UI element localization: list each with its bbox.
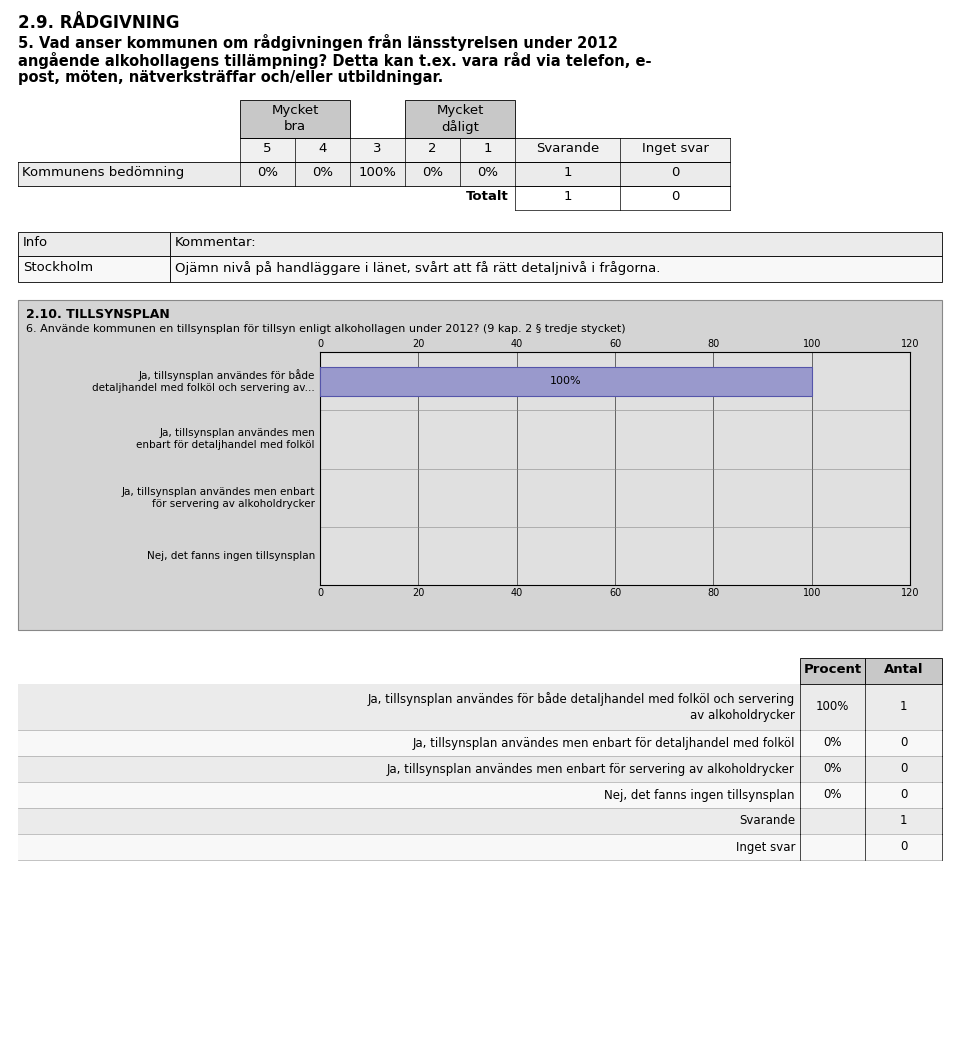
Text: angående alkohollagens tillämpning? Detta kan t.ex. vara råd via telefon, e-: angående alkohollagens tillämpning? Dett… — [18, 52, 652, 69]
Text: 1: 1 — [900, 815, 907, 827]
Text: 0: 0 — [900, 763, 907, 776]
Bar — [18, 756, 942, 782]
Text: 4: 4 — [319, 142, 326, 156]
Text: 20: 20 — [412, 339, 424, 349]
Text: 0%: 0% — [824, 788, 842, 802]
Text: Ja, tillsynsplan användes för både
detaljhandel med folköl och servering av...: Ja, tillsynsplan användes för både detal… — [92, 369, 315, 394]
Text: Ja, tillsynsplan användes men enbart för servering av alkoholdrycker: Ja, tillsynsplan användes men enbart för… — [387, 763, 795, 776]
Bar — [240, 138, 730, 162]
Bar — [18, 256, 170, 282]
Text: 1: 1 — [564, 166, 572, 179]
Text: Nej, det fanns ingen tillsynsplan: Nej, det fanns ingen tillsynsplan — [605, 788, 795, 802]
Bar — [170, 256, 942, 282]
Text: 80: 80 — [708, 339, 719, 349]
Text: 100%: 100% — [816, 700, 850, 713]
Text: 3: 3 — [373, 142, 382, 156]
Text: 0: 0 — [317, 339, 324, 349]
Text: 1: 1 — [564, 190, 572, 203]
Text: 0%: 0% — [824, 763, 842, 776]
Bar — [18, 808, 942, 834]
Text: 20: 20 — [412, 588, 424, 598]
Text: Kommentar:: Kommentar: — [175, 236, 256, 249]
Bar — [18, 782, 942, 808]
Text: Ja, tillsynsplan användes men enbart
för servering av alkoholdrycker: Ja, tillsynsplan användes men enbart för… — [122, 487, 315, 509]
Text: 100: 100 — [803, 339, 821, 349]
Bar — [18, 300, 942, 630]
Text: 5: 5 — [263, 142, 272, 156]
Text: Kommunens bedömning: Kommunens bedömning — [22, 166, 184, 179]
Text: 100: 100 — [803, 588, 821, 598]
Text: 0%: 0% — [422, 166, 443, 179]
Text: 60: 60 — [609, 588, 621, 598]
Bar — [170, 232, 942, 256]
Text: Antal: Antal — [884, 663, 924, 676]
Bar — [865, 658, 942, 685]
Text: 0: 0 — [671, 190, 679, 203]
Text: 5. Vad anser kommunen om rådgivningen från länsstyrelsen under 2012: 5. Vad anser kommunen om rådgivningen fr… — [18, 34, 618, 51]
Text: Ja, tillsynsplan användes men enbart för detaljhandel med folköl: Ja, tillsynsplan användes men enbart för… — [413, 736, 795, 749]
Text: 0: 0 — [317, 588, 324, 598]
Text: Procent: Procent — [804, 663, 861, 676]
Text: 2: 2 — [428, 142, 437, 156]
Bar — [18, 834, 942, 860]
Text: 0: 0 — [900, 840, 907, 854]
Text: 120: 120 — [900, 339, 920, 349]
Text: Svarande: Svarande — [536, 142, 599, 156]
Text: Nej, det fanns ingen tillsynsplan: Nej, det fanns ingen tillsynsplan — [147, 551, 315, 561]
Bar — [18, 685, 942, 730]
Bar — [320, 352, 910, 585]
Bar — [18, 730, 942, 756]
Text: Inget svar: Inget svar — [735, 840, 795, 854]
Text: 100%: 100% — [550, 377, 582, 386]
Text: 0: 0 — [671, 166, 679, 179]
Bar — [405, 101, 515, 138]
Text: 0%: 0% — [824, 736, 842, 749]
Text: 120: 120 — [900, 588, 920, 598]
Text: Ojämn nivå på handläggare i länet, svårt att få rätt detaljnivå i frågorna.: Ojämn nivå på handläggare i länet, svårt… — [175, 261, 660, 275]
Text: 0%: 0% — [477, 166, 498, 179]
Text: 80: 80 — [708, 588, 719, 598]
Text: 2.10. TILLSYNSPLAN: 2.10. TILLSYNSPLAN — [26, 308, 170, 321]
Text: 1: 1 — [483, 142, 492, 156]
Text: 0%: 0% — [257, 166, 278, 179]
Text: Stockholm: Stockholm — [23, 261, 93, 274]
Text: 1: 1 — [900, 700, 907, 713]
Bar — [18, 162, 730, 186]
Text: Mycket
bra: Mycket bra — [272, 104, 319, 133]
Text: 100%: 100% — [359, 166, 396, 179]
Bar — [800, 658, 865, 685]
Text: Mycket
dåligt: Mycket dåligt — [436, 104, 484, 134]
Bar — [18, 232, 170, 256]
Text: 0%: 0% — [312, 166, 333, 179]
Text: 60: 60 — [609, 339, 621, 349]
Text: 0: 0 — [900, 736, 907, 749]
Text: 40: 40 — [511, 339, 523, 349]
Text: 40: 40 — [511, 588, 523, 598]
Text: post, möten, nätverksträffar och/eller utbildningar.: post, möten, nätverksträffar och/eller u… — [18, 70, 444, 85]
Text: 0: 0 — [900, 788, 907, 802]
Text: Ja, tillsynsplan användes men
enbart för detaljhandel med folköl: Ja, tillsynsplan användes men enbart för… — [136, 428, 315, 451]
Text: Inget svar: Inget svar — [641, 142, 708, 156]
Text: 2.9. RÅDGIVNING: 2.9. RÅDGIVNING — [18, 14, 180, 32]
Text: Svarande: Svarande — [739, 815, 795, 827]
Text: 6. Använde kommunen en tillsynsplan för tillsyn enligt alkohollagen under 2012? : 6. Använde kommunen en tillsynsplan för … — [26, 324, 626, 334]
Text: Ja, tillsynsplan användes för både detaljhandel med folköl och servering
av alko: Ja, tillsynsplan användes för både detal… — [368, 692, 795, 722]
Bar — [320, 366, 811, 396]
Bar — [240, 101, 350, 138]
Text: Info: Info — [23, 236, 48, 249]
Text: Totalt: Totalt — [467, 190, 509, 203]
